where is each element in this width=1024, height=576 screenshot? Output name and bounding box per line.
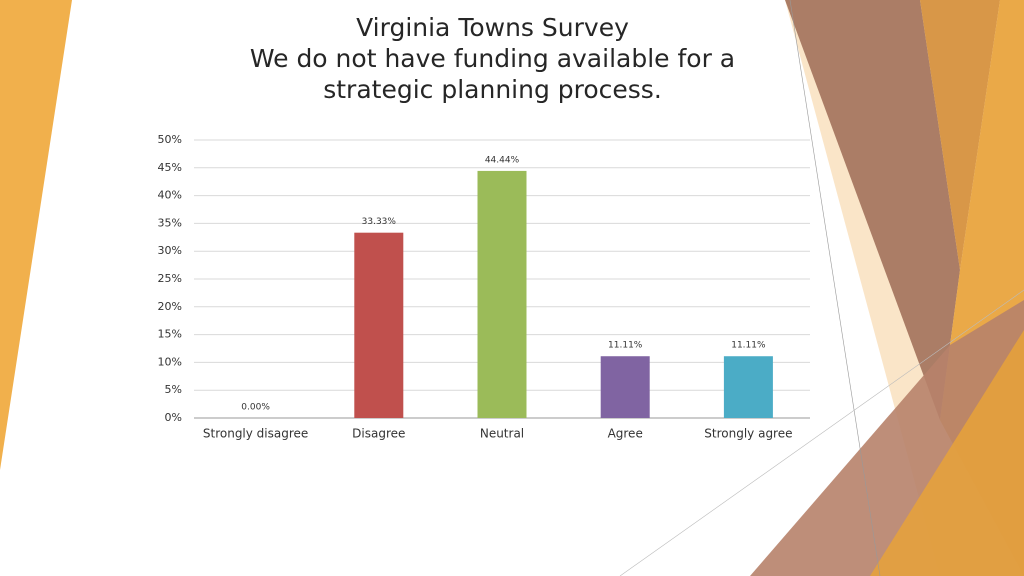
right-shape-brown xyxy=(785,0,960,420)
deco-line xyxy=(619,289,1024,576)
y-tick-label: 15% xyxy=(158,328,182,341)
data-label: 33.33% xyxy=(362,217,397,227)
data-label: 0.00% xyxy=(241,403,270,413)
chart-subtitle: We do not have funding available for a s… xyxy=(249,44,736,104)
bar xyxy=(600,356,650,418)
x-tick-label: Agree xyxy=(608,427,643,441)
bar xyxy=(477,170,527,418)
data-label: 11.11% xyxy=(731,341,766,351)
y-tick-label: 0% xyxy=(165,411,182,424)
y-tick-label: 10% xyxy=(158,355,182,368)
left-shape xyxy=(0,0,72,470)
bottom-shape-gold xyxy=(870,330,1024,576)
y-tick-label: 30% xyxy=(158,244,182,257)
chart-title: Virginia Towns Survey xyxy=(356,13,629,42)
y-tick-label: 40% xyxy=(158,189,182,202)
bar xyxy=(723,356,773,418)
y-tick-label: 20% xyxy=(158,300,182,313)
x-tick-label: Strongly disagree xyxy=(203,427,308,441)
y-tick-label: 5% xyxy=(165,383,182,396)
y-tick-label: 25% xyxy=(158,272,182,285)
chart-title-block: Virginia Towns Survey We do not have fun… xyxy=(200,12,785,105)
y-tick-label: 50% xyxy=(158,133,182,146)
right-shape-orange xyxy=(920,0,1000,270)
data-label: 11.11% xyxy=(608,341,643,351)
x-tick-label: Disagree xyxy=(352,427,405,441)
x-tick-label: Strongly agree xyxy=(704,427,792,441)
deco-line xyxy=(789,0,881,576)
y-tick-label: 45% xyxy=(158,161,182,174)
data-label: 44.44% xyxy=(485,155,520,165)
x-tick-label: Neutral xyxy=(480,427,524,441)
y-tick-label: 35% xyxy=(158,216,182,229)
bar xyxy=(354,232,404,418)
